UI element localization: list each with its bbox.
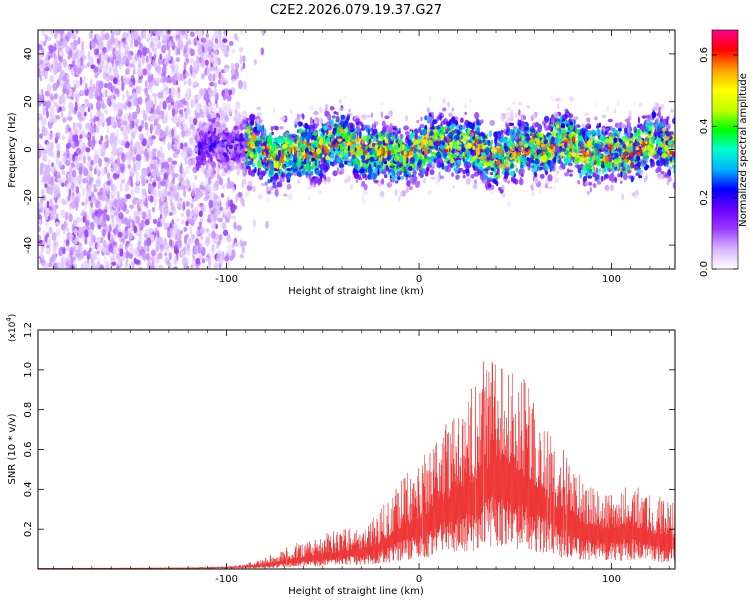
spectrogram-y-tick-label: 0 bbox=[23, 146, 34, 152]
snr-x-tick-label: 100 bbox=[602, 574, 621, 585]
snr-y-tick-label: 0.8 bbox=[23, 402, 34, 418]
spectrogram-y-tick-label: -20 bbox=[23, 189, 34, 205]
snr-y-tick-label: 0.2 bbox=[23, 521, 34, 537]
snr-series-line bbox=[38, 361, 675, 569]
spectrogram-frame bbox=[37, 29, 676, 270]
colorbar-tick-label: 0.0 bbox=[699, 261, 710, 277]
snr-x-tick-label: 0 bbox=[416, 574, 422, 585]
spectrogram-y-tick-label: 40 bbox=[23, 48, 34, 61]
spectrogram-image bbox=[38, 30, 675, 269]
spectrogram-y-axis-label: Frequency (Hz) bbox=[7, 112, 18, 188]
snr-frame bbox=[37, 329, 676, 570]
colorbar-tick-label: 0.6 bbox=[699, 47, 710, 63]
colorbar-tick-label: 0.4 bbox=[699, 118, 710, 134]
snr-y-tick-label: 1.2 bbox=[23, 322, 34, 338]
colorbar-tick-label: 0.2 bbox=[699, 190, 710, 206]
spectrogram-x-tick-label: 100 bbox=[602, 274, 621, 285]
snr-y-axis-label: SNR (10 * v/v) bbox=[7, 413, 18, 484]
snr-panel: -100 0 100 0.2 0.4 0.6 0.8 1.0 1.2 Height of str… bbox=[5, 314, 676, 597]
chart-title: C2E2.2026.079.19.37.G27 bbox=[270, 3, 442, 18]
colorbar-label: Normalized spectral amplitude bbox=[738, 73, 749, 227]
spectrogram-y-tick-label: 20 bbox=[23, 95, 34, 108]
spectrogram-x-axis-label: Height of straight line (km) bbox=[288, 286, 424, 297]
spectrogram-panel: -100 0 100 -40 -20 0 20 40 Height of straight l… bbox=[7, 29, 676, 297]
snr-y-tick-label: 0.6 bbox=[23, 442, 34, 458]
colorbar-frame bbox=[711, 29, 739, 270]
snr-y-tick-label: 1.0 bbox=[23, 362, 34, 378]
snr-y-tick-label: 0.4 bbox=[23, 481, 34, 497]
spectrogram-x-tick-label: -100 bbox=[215, 274, 238, 285]
colorbar-gradient bbox=[712, 30, 738, 269]
spectrogram-x-tick-label: 0 bbox=[416, 274, 422, 285]
colorbar: 0.0 0.2 0.4 0.6 Normalized spectral amplitu… bbox=[699, 29, 749, 277]
snr-x-tick-label: -100 bbox=[215, 574, 238, 585]
snr-x-axis-label: Height of straight line (km) bbox=[288, 586, 424, 597]
spectrogram-y-tick-label: -40 bbox=[23, 237, 34, 253]
snr-y-multiplier: (x104) bbox=[5, 314, 18, 342]
